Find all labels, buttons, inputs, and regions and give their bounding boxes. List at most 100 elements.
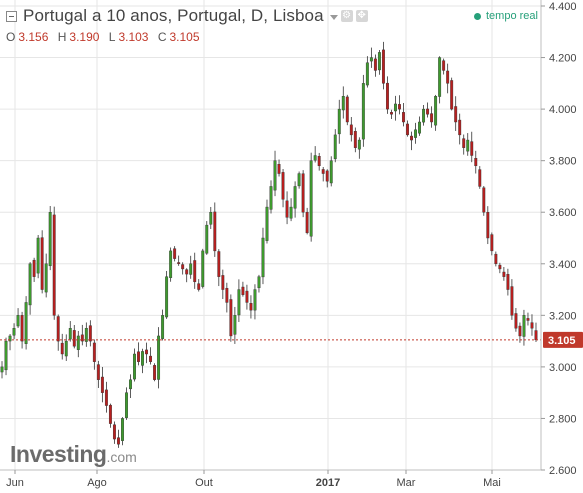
candle: [506, 268, 510, 296]
candle: [482, 185, 486, 216]
candle: [514, 307, 518, 332]
candle: [32, 257, 36, 282]
candle: [269, 180, 273, 214]
candle-body: [470, 141, 474, 156]
y-tick-label: 4.400: [549, 1, 577, 13]
collapse-icon[interactable]: [6, 10, 17, 22]
candle-body: [145, 349, 148, 355]
candle: [116, 429, 120, 448]
candle: [502, 267, 506, 281]
candle-body: [261, 237, 265, 278]
candle-body: [333, 134, 337, 160]
chart-header: Portugal a 10 anos, Portugal, D, Lisboa …: [6, 6, 368, 26]
candle-body: [52, 214, 56, 316]
candle: [28, 262, 32, 315]
candle: [185, 268, 189, 283]
candle: [305, 207, 309, 235]
candle: [422, 105, 426, 126]
candle-body: [530, 322, 534, 329]
candle: [193, 252, 197, 289]
candle-body: [116, 437, 120, 445]
y-tick-label: 3.600: [549, 207, 577, 219]
candle-body: [522, 315, 526, 337]
candle: [205, 221, 209, 255]
candle-body: [241, 286, 245, 295]
candle: [153, 363, 157, 382]
chevron-down-icon[interactable]: [329, 14, 338, 20]
candle-body: [305, 211, 309, 234]
candle: [44, 253, 48, 298]
candle-body: [534, 330, 538, 341]
candle-body: [458, 119, 462, 136]
candle: [365, 56, 369, 88]
candle-body: [502, 271, 506, 277]
candle-body: [289, 206, 293, 219]
candle: [129, 374, 132, 399]
candle-body: [121, 418, 124, 441]
candle: [510, 279, 514, 320]
y-tick-label: 2.600: [549, 465, 577, 477]
candle-body: [165, 276, 169, 318]
candle-body: [36, 237, 40, 274]
candle-body: [221, 275, 225, 290]
candle: [40, 230, 44, 294]
candle: [189, 255, 193, 279]
y-axis-ticks: 2.600 2.800 3.000 3.200 3.400 3.600 3.800 4.000…: [541, 1, 577, 477]
candle: [161, 309, 165, 341]
candle-body: [377, 52, 381, 71]
candle: [24, 296, 28, 350]
candle: [173, 246, 177, 262]
candle-body: [410, 135, 413, 141]
candle-body: [373, 58, 377, 71]
candle: [402, 103, 405, 127]
candle: [121, 417, 124, 446]
candle: [261, 227, 265, 285]
candle-body: [8, 335, 12, 342]
candle: [80, 324, 84, 346]
chart-title: Portugal a 10 anos, Portugal, D, Lisboa: [23, 6, 324, 25]
candle: [52, 206, 56, 320]
x-tick-label: 2017: [316, 477, 340, 489]
candle: [245, 284, 249, 310]
candle: [277, 159, 281, 177]
candle: [8, 333, 12, 351]
candle-body: [438, 57, 442, 97]
candle-body: [149, 355, 153, 362]
candle-body: [157, 335, 161, 380]
candle: [426, 102, 430, 118]
candle: [76, 330, 80, 358]
candle: [530, 314, 534, 336]
candle-body: [398, 104, 401, 110]
candle-body: [490, 234, 494, 252]
candle: [229, 294, 233, 342]
candle-body: [189, 263, 193, 275]
settings-icon[interactable]: ⚙: [340, 10, 353, 22]
candle-body: [510, 286, 514, 316]
candle: [157, 327, 161, 389]
candle-body: [193, 260, 197, 283]
candle-body: [197, 283, 201, 290]
candle: [309, 152, 313, 242]
x-axis-ticks: Jun Ago Out 2017 Mar Mai: [6, 470, 501, 489]
ohlc-high-value: 3.190: [69, 30, 100, 44]
candle: [297, 171, 301, 189]
current-price-label: 3.105: [543, 331, 583, 348]
candle: [406, 120, 409, 137]
ohlc-open-value: 3.156: [18, 30, 49, 44]
candle-body: [161, 315, 165, 339]
candle: [385, 76, 389, 114]
candle-body: [365, 62, 369, 86]
candle: [12, 323, 16, 340]
candle-body: [345, 96, 349, 123]
move-icon[interactable]: ✥: [355, 10, 368, 22]
candle: [470, 131, 474, 163]
candle-body: [125, 392, 128, 418]
logo-text: Investing: [10, 441, 107, 467]
candle-body: [414, 129, 417, 138]
candle: [518, 322, 522, 343]
candle-body: [133, 353, 136, 380]
candle: [84, 322, 88, 347]
candle: [337, 99, 341, 144]
candle: [100, 366, 104, 403]
